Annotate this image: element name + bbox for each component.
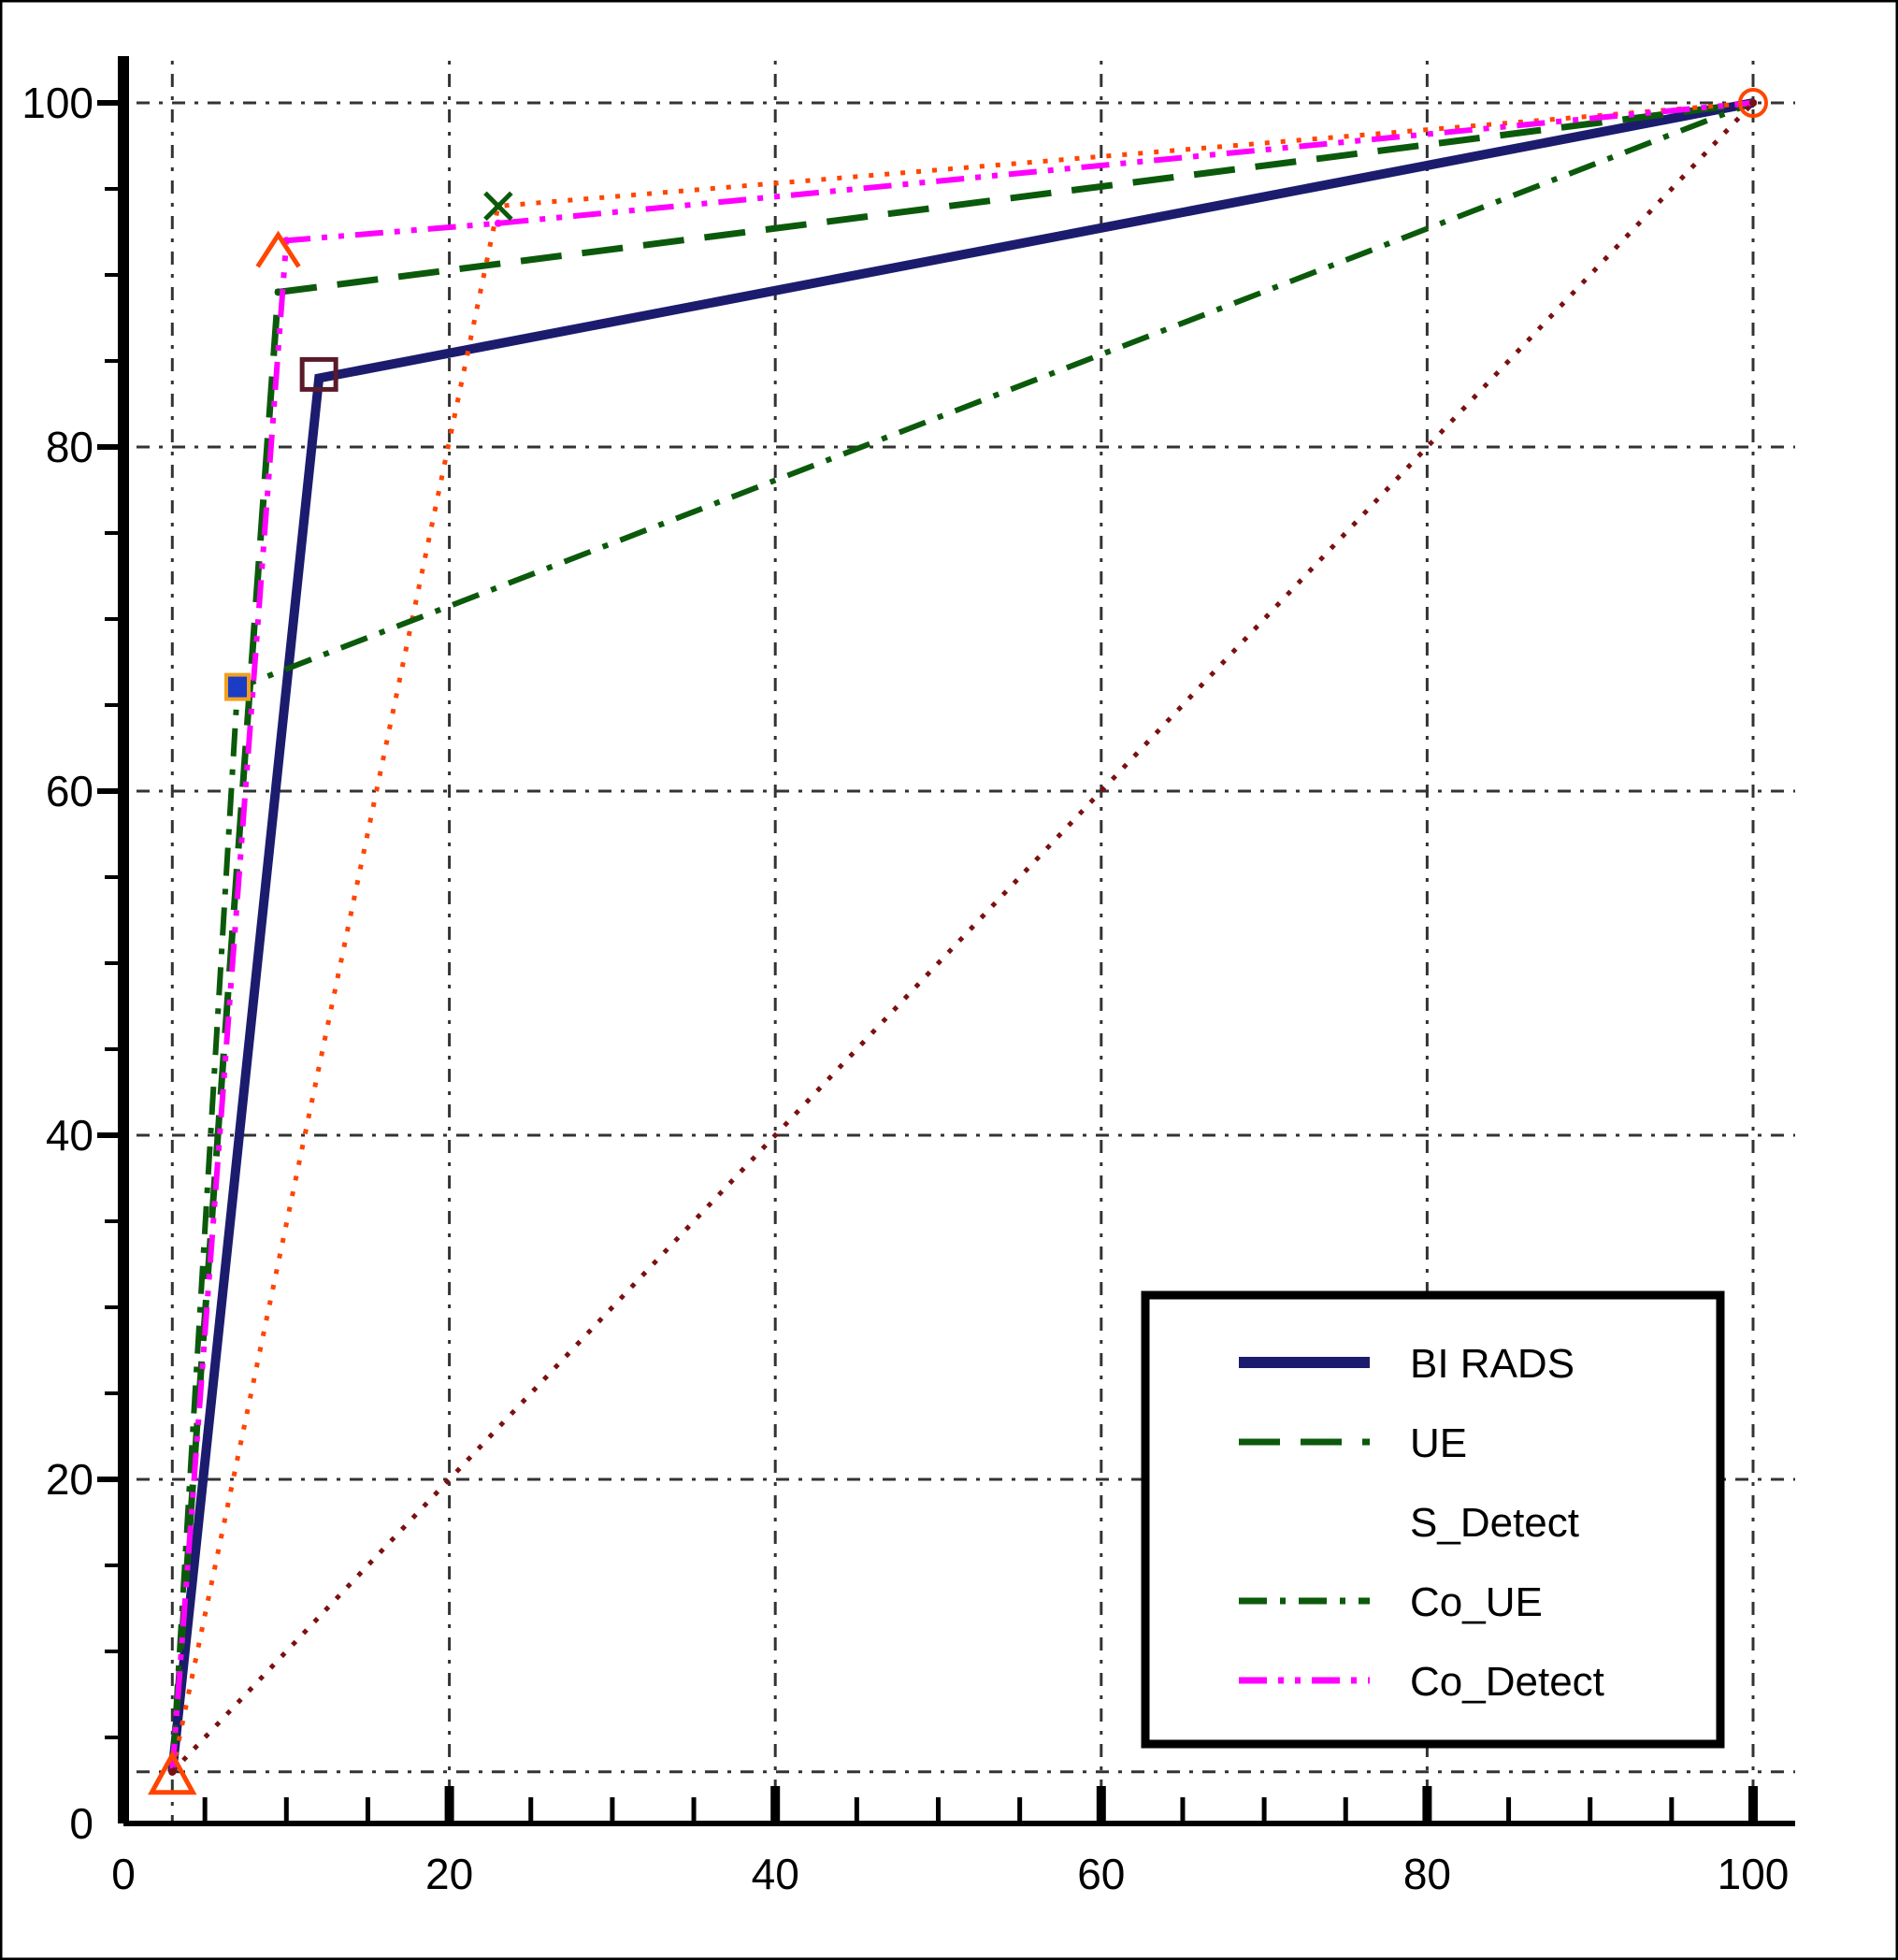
legend-label-ue: UE xyxy=(1410,1420,1467,1466)
bi-rads-square-marker xyxy=(299,356,338,392)
series-line-reference-diagonal xyxy=(170,101,1755,1774)
x-tick-label-20: 20 xyxy=(425,1850,473,1898)
x-tick-label-0: 0 xyxy=(111,1850,136,1898)
legend-box xyxy=(1141,1290,1725,1749)
x-tick-label-80: 80 xyxy=(1403,1850,1451,1898)
x-tick-label-60: 60 xyxy=(1077,1850,1125,1898)
y-tick-label-40: 40 xyxy=(46,1111,93,1160)
y-tick-label-100: 100 xyxy=(22,79,93,127)
series-point-5-1 xyxy=(1749,99,1757,107)
x-tick-label-100: 100 xyxy=(1718,1850,1790,1898)
y-tick-label-20: 20 xyxy=(46,1455,93,1504)
s-detect-x-marker xyxy=(483,191,513,222)
co-detect-caret-marker xyxy=(255,230,301,268)
origin-triangle-marker xyxy=(148,1750,197,1795)
series-point-0-1 xyxy=(315,374,324,382)
series-line-co-detect xyxy=(169,100,1754,1773)
legend-label-co-ue: Co_UE xyxy=(1410,1579,1543,1625)
y-tick-label-0: 0 xyxy=(69,1799,93,1848)
y-tick-label-60: 60 xyxy=(46,767,93,815)
endpoint-marker xyxy=(1738,88,1768,118)
series-point-5-0 xyxy=(168,1767,177,1776)
co-ue-filled-marker xyxy=(224,672,252,701)
legend-label-co-detect: Co_Detect xyxy=(1410,1659,1604,1705)
x-tick-label-40: 40 xyxy=(752,1850,799,1898)
series-point-4-2 xyxy=(494,219,502,227)
legend-label-s-detect: S_Detect xyxy=(1410,1500,1579,1546)
y-tick-label-80: 80 xyxy=(46,423,93,471)
legend-label-bi-rads: BI RADS xyxy=(1410,1341,1574,1387)
